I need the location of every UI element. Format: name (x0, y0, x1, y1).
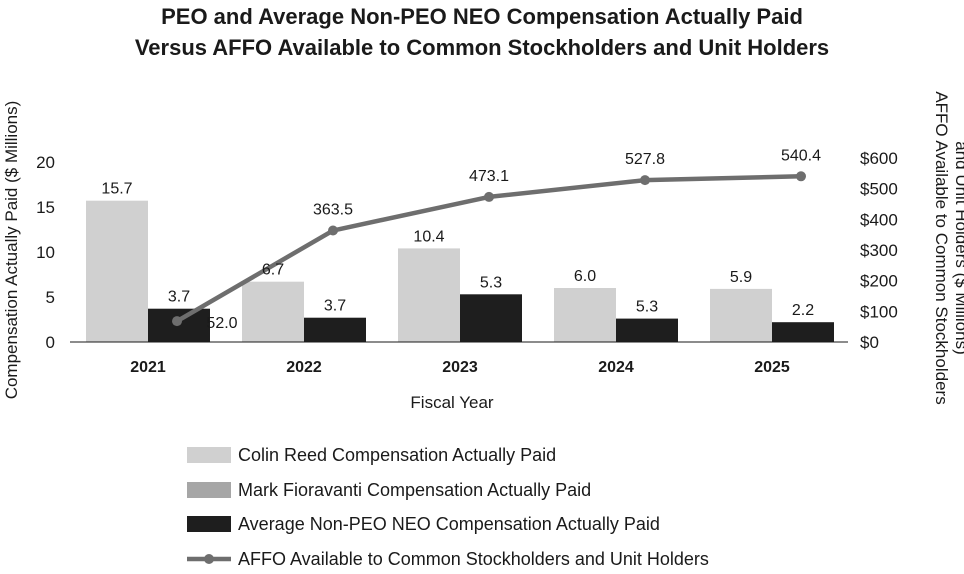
data-label-non-peo-neo: 2.2 (792, 302, 814, 319)
left-tick-label: 10 (36, 243, 55, 262)
right-tick-label: $400 (860, 210, 898, 229)
left-tick-label: 15 (36, 198, 55, 217)
right-tick-label: $300 (860, 241, 898, 260)
legend-swatch (187, 516, 231, 532)
right-tick-label: $500 (860, 180, 898, 199)
category-label: 2025 (754, 359, 790, 376)
data-labels: 15.7 3.7 6.7 3.7 10.4 5.3 6.0 5.3 5.9 2.2 52.0 363.… (101, 147, 821, 332)
affo-point (796, 171, 806, 182)
affo-point (484, 191, 494, 202)
left-tick-label: 20 (36, 153, 55, 172)
right-axis-ticks: $0 $100 $200 $300 $400 $500 $600 (860, 149, 898, 352)
chart-title-line-1: PEO and Average Non-PEO NEO Compensation… (161, 4, 803, 29)
data-label-affo: 540.4 (781, 147, 821, 164)
bar-colin-reed (242, 281, 304, 342)
data-label-affo: 527.8 (625, 151, 665, 168)
legend-label: Colin Reed Compensation Actually Paid (238, 445, 556, 465)
data-label-colin-reed: 5.9 (730, 269, 752, 286)
bars (86, 200, 834, 342)
bar-colin-reed (398, 248, 460, 342)
left-axis-title: Compensation Actually Paid ($ Millions) (2, 101, 21, 400)
category-label: 2021 (130, 359, 166, 376)
category-labels: 2021 2022 2023 2024 2025 (130, 359, 790, 376)
right-tick-label: $100 (860, 302, 898, 321)
right-axis-title-line-1: AFFO Available to Common Stockholders (932, 91, 951, 404)
legend-label: AFFO Available to Common Stockholders an… (238, 549, 709, 569)
bar-colin-reed (554, 288, 616, 342)
left-tick-label: 0 (46, 333, 55, 352)
data-label-non-peo-neo: 5.3 (636, 299, 658, 316)
category-label: 2024 (598, 359, 634, 376)
legend: Colin Reed Compensation Actually Paid Mar… (187, 445, 709, 569)
data-label-colin-reed: 6.7 (262, 262, 284, 279)
bar-average-non-peo-neo (460, 294, 522, 342)
data-label-colin-reed: 6.0 (574, 268, 596, 285)
bar-colin-reed (86, 200, 148, 342)
legend-swatch (187, 482, 231, 498)
left-axis-ticks: 0 5 10 15 20 (36, 153, 55, 352)
data-label-affo: 473.1 (469, 168, 509, 185)
affo-point (328, 225, 338, 236)
data-label-non-peo-neo: 3.7 (324, 298, 346, 315)
right-tick-label: $600 (860, 149, 898, 168)
chart-title-line-2: Versus AFFO Available to Common Stockhol… (135, 35, 829, 60)
data-label-colin-reed: 10.4 (413, 228, 444, 245)
legend-swatch-marker (204, 554, 214, 564)
legend-label: Mark Fioravanti Compensation Actually Pa… (238, 480, 591, 500)
category-label: 2023 (442, 359, 478, 376)
left-tick-label: 5 (46, 288, 55, 307)
category-label: 2022 (286, 359, 322, 376)
right-tick-label: $0 (860, 333, 879, 352)
right-tick-label: $200 (860, 272, 898, 291)
affo-point (640, 175, 650, 186)
legend-swatch (187, 447, 231, 463)
data-label-affo: 363.5 (313, 202, 353, 219)
data-label-colin-reed: 15.7 (101, 181, 132, 198)
data-label-non-peo-neo: 5.3 (480, 274, 502, 291)
bar-average-non-peo-neo (772, 322, 834, 342)
bar-average-non-peo-neo (616, 318, 678, 342)
legend-label: Average Non-PEO NEO Compensation Actuall… (238, 514, 660, 534)
data-label-affo: 52.0 (206, 315, 237, 332)
affo-line-series (172, 171, 806, 327)
affo-point (172, 316, 182, 327)
x-axis-title: Fiscal Year (410, 393, 493, 412)
bar-average-non-peo-neo (304, 317, 366, 342)
right-axis-title-line-2: and Unit Holders ($ Millions) (952, 141, 964, 355)
data-label-non-peo-neo: 3.7 (168, 289, 190, 306)
bar-colin-reed (710, 288, 772, 342)
